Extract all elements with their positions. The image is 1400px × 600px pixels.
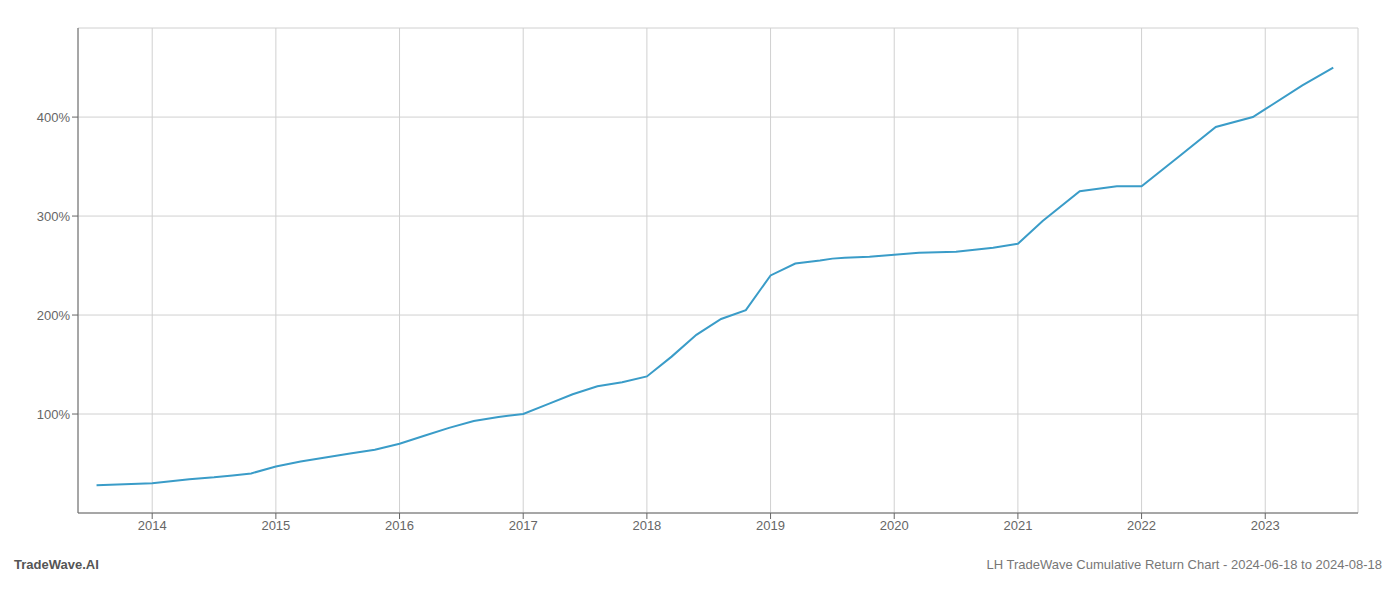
svg-text:300%: 300% bbox=[37, 209, 71, 224]
svg-text:2019: 2019 bbox=[756, 518, 785, 533]
svg-text:2015: 2015 bbox=[261, 518, 290, 533]
svg-text:2022: 2022 bbox=[1127, 518, 1156, 533]
svg-text:2018: 2018 bbox=[632, 518, 661, 533]
svg-text:200%: 200% bbox=[37, 308, 71, 323]
svg-text:100%: 100% bbox=[37, 407, 71, 422]
svg-text:2023: 2023 bbox=[1251, 518, 1280, 533]
svg-text:2021: 2021 bbox=[1003, 518, 1032, 533]
svg-text:2016: 2016 bbox=[385, 518, 414, 533]
svg-text:400%: 400% bbox=[37, 110, 71, 125]
html-text:TradeWave.AI: TradeWave.AI bbox=[14, 557, 99, 572]
svg-text:2020: 2020 bbox=[880, 518, 909, 533]
svg-text:2017: 2017 bbox=[509, 518, 538, 533]
html-text:LH TradeWave Cumulative Return: LH TradeWave Cumulative Return Chart - 2… bbox=[986, 557, 1382, 572]
svg-text:2014: 2014 bbox=[138, 518, 167, 533]
